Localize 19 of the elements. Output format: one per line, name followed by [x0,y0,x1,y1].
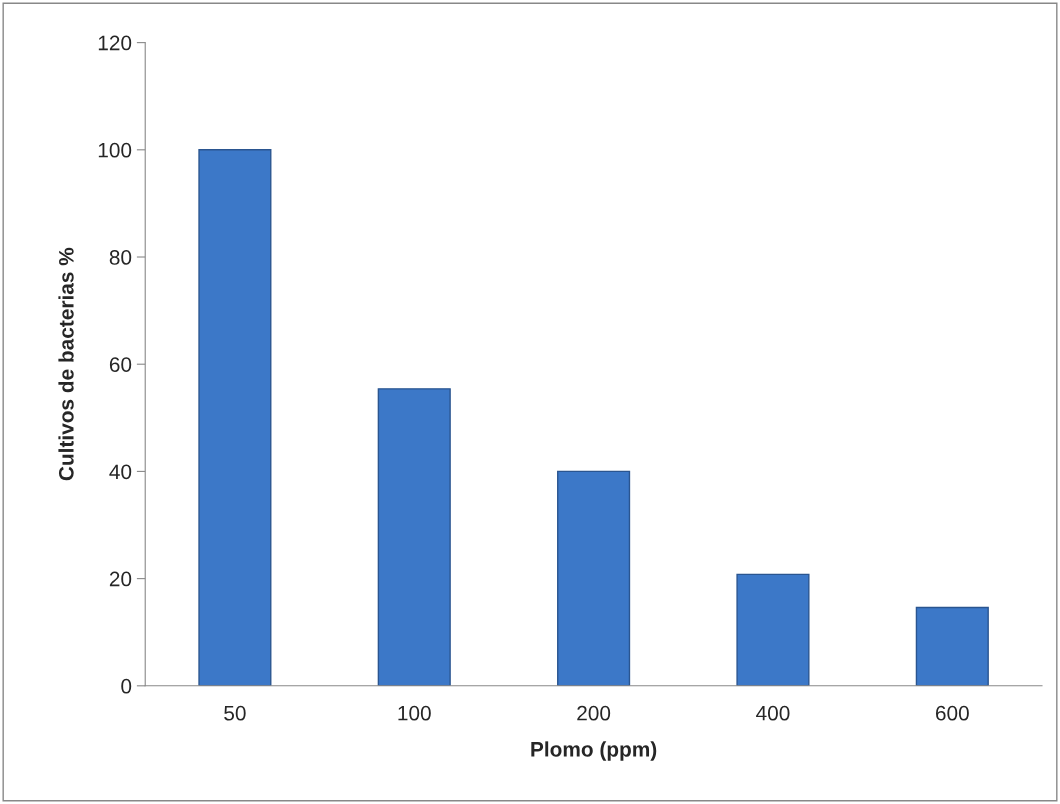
y-tick-label: 120 [98,35,132,51]
x-tick-label: 50 [224,705,246,721]
bar [736,573,810,686]
bar [915,606,989,686]
y-tick-label: 20 [109,571,132,587]
y-tick-label: 80 [109,250,132,265]
bar [377,388,451,686]
bar [198,149,272,686]
x-tick-label: 400 [756,705,790,721]
y-tick-label: 100 [98,142,132,158]
y-tick-label: 40 [109,464,132,480]
x-tick-label: 600 [935,705,969,721]
bar [557,470,631,686]
y-tick-label: 60 [109,357,132,372]
y-tick-label: 0 [121,678,132,694]
x-tick-label: 100 [398,705,431,721]
y-axis-title: Cultivos de bacterias % [58,247,74,481]
x-axis-title: Plomo (ppm) [531,741,657,761]
x-tick-label: 200 [577,705,611,721]
